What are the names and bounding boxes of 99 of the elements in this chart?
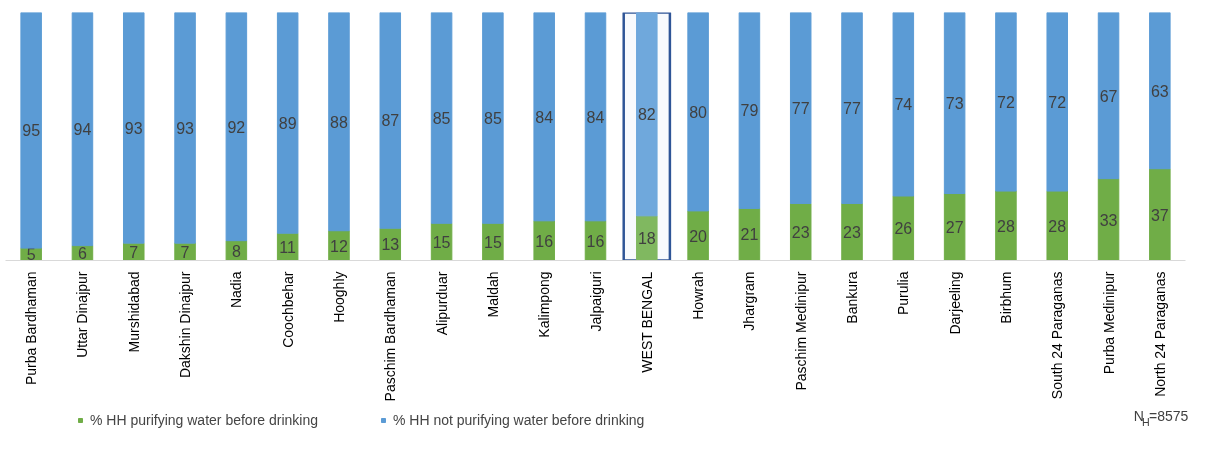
data-label: 6 [78,245,88,263]
bar [687,12,709,212]
data-label: 7 [180,243,190,261]
x-tick-label: Purba Medinipur [1100,271,1117,375]
bar [943,12,966,195]
x-tick-label: Maldah [484,271,501,318]
bar [174,12,196,244]
x-tick-label: Howrah [690,271,707,320]
data-label: 13 [381,236,400,254]
bar [430,12,453,224]
x-tick-label: WEST BENGAL [638,271,655,373]
bar [1097,12,1120,180]
x-tick-label: Paschim Bardhaman [382,271,399,402]
x-tick-label: Murshidabad [125,271,142,353]
bar [379,12,402,229]
bar [328,12,350,232]
bar [1149,168,1171,261]
x-tick-label: Alipurduar [433,271,450,336]
data-label: 8 [231,242,241,260]
data-label: 93 [124,119,143,137]
data-label: 74 [894,96,913,114]
bar [1149,12,1171,170]
data-label: 23 [843,223,862,241]
bar [225,12,248,242]
x-tick-label: Uttar Dinajpur [74,271,91,358]
bar [533,12,555,222]
data-label: 26 [894,220,913,238]
x-tick-label: Paschim Medinipur [792,271,809,391]
x-tick-label: Bankura [844,271,861,324]
bar [20,12,42,249]
data-label: 27 [945,219,964,237]
data-label: 28 [997,217,1015,235]
data-label: 92 [227,118,246,136]
x-tick-label: Darjeeling [946,271,963,335]
x-tick-label: Nadia [228,271,245,309]
data-label: 77 [843,99,862,117]
data-label: 12 [330,237,348,255]
bar [482,12,504,224]
data-label: 28 [1048,217,1067,235]
x-tick-label: Coochbehar [279,271,296,348]
data-label: 16 [586,232,605,250]
bar [892,12,915,197]
data-label: 88 [330,113,348,131]
bar [584,12,607,222]
x-tick-label: Jhargram [741,271,758,331]
data-label: 15 [483,233,502,251]
x-tick-label: Purulia [895,271,912,316]
data-label: 67 [1099,87,1118,105]
x-tick-label: Kalimpong [536,271,553,338]
data-label: 37 [1150,206,1169,224]
bar [738,12,761,209]
data-label: 77 [791,99,810,117]
x-tick-label: Birbhum [997,271,1014,324]
bar [995,12,1017,192]
data-label: 80 [689,103,708,121]
bar [995,190,1017,261]
data-label: 73 [945,95,964,113]
data-label: 89 [278,114,297,132]
data-label: 84 [586,108,605,126]
x-tick-label: Dakshin Dinajpur [177,271,194,379]
data-label: 5 [26,246,36,264]
data-label: 63 [1150,82,1169,100]
data-label: 72 [1048,93,1067,111]
data-label: 79 [740,102,759,120]
data-label: 20 [689,227,708,245]
data-label: 93 [176,119,195,137]
data-label: 15 [432,233,451,251]
bar [276,12,299,234]
data-label: 85 [483,109,502,127]
x-tick-label: Jalpaiguri [587,271,604,332]
data-label: 18 [637,230,656,248]
bar [892,195,915,261]
x-tick-label: Purba Bardhaman [23,271,40,386]
data-label: 16 [535,232,554,250]
bar [71,12,94,247]
data-label: 85 [432,109,451,127]
data-label: 94 [73,121,92,139]
bar [841,12,863,204]
data-label: 87 [381,112,400,130]
data-label: 95 [22,122,41,140]
x-tick-label: South 24 Paraganas [1049,271,1066,400]
bar [1046,190,1068,261]
data-label: 84 [535,108,554,126]
bar [789,12,812,204]
data-label: 11 [279,238,297,256]
x-tick-label: North 24 Paraganas [1151,271,1168,397]
bar [943,193,966,261]
bar [841,202,863,261]
data-label: 82 [637,106,656,124]
data-label: 23 [791,223,810,241]
data-label: 33 [1099,211,1118,229]
legend-label: % HH purifying water before drinking [90,412,318,428]
legend-label: % HH not purifying water before drinking [393,412,645,428]
data-label: 72 [997,93,1015,111]
bar [1046,12,1068,192]
bar [123,12,145,244]
x-tick-label: Hooghly [330,271,347,323]
data-label: 21 [740,226,759,244]
data-label: 7 [129,243,139,261]
